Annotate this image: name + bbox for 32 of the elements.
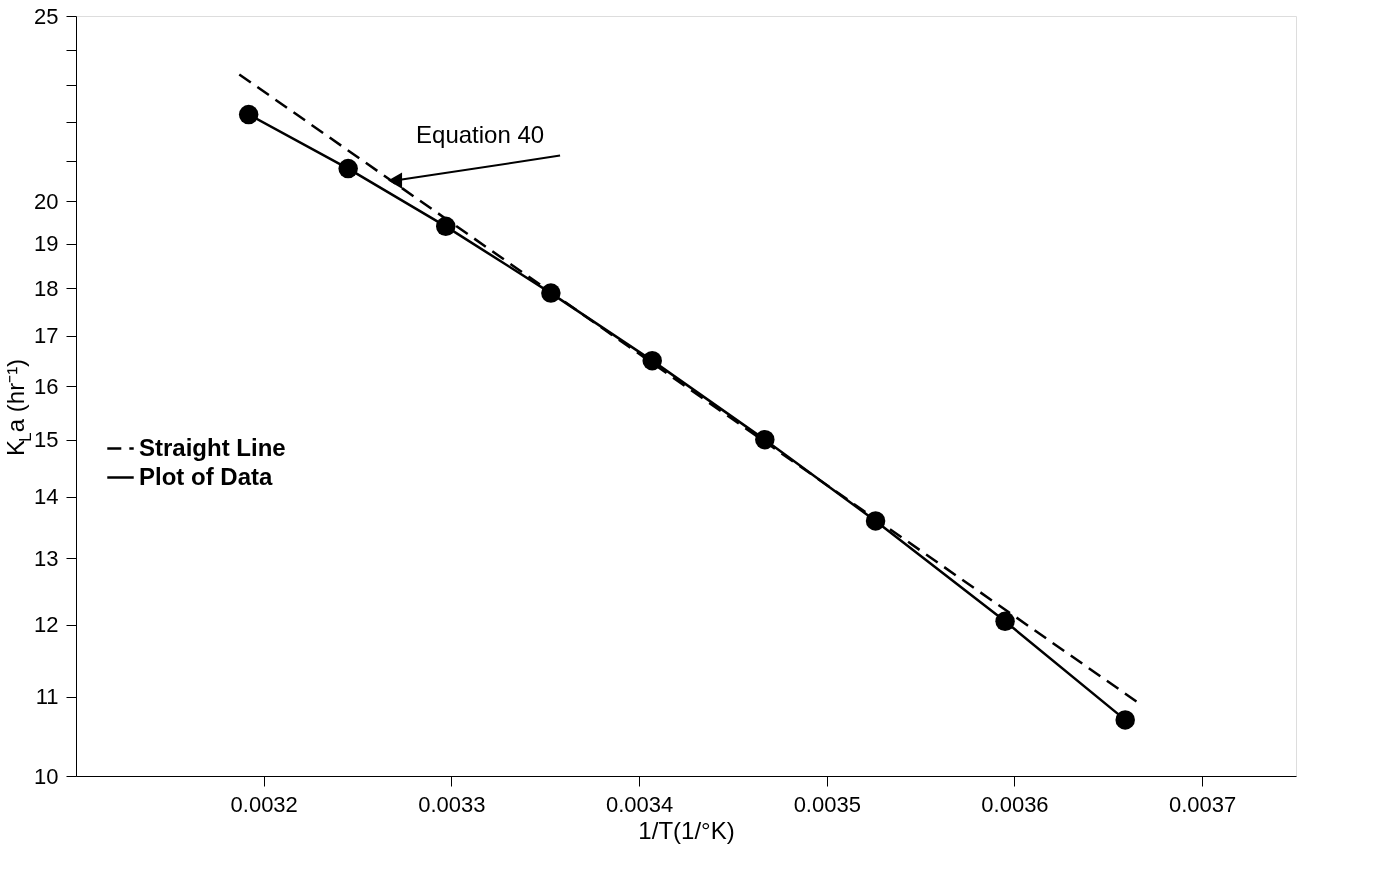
point bbox=[1115, 710, 1135, 730]
y-tick-label: 20 bbox=[34, 188, 59, 214]
y-tick-label: 12 bbox=[34, 612, 59, 638]
y-tick-label: 16 bbox=[34, 373, 59, 399]
legend-label: Straight Line bbox=[139, 433, 286, 461]
point bbox=[541, 283, 561, 303]
point bbox=[755, 429, 775, 450]
point bbox=[865, 511, 886, 531]
y-tick-label: 15 bbox=[34, 427, 59, 453]
x-tick-label: 0.0033 bbox=[418, 791, 486, 817]
y-tick-label: 14 bbox=[34, 484, 59, 510]
y-tick-label: 10 bbox=[34, 763, 59, 789]
x-tick-label: 0.0036 bbox=[981, 791, 1049, 817]
point bbox=[338, 158, 358, 179]
y-tick-label: 19 bbox=[34, 231, 59, 257]
y-tick-label: 18 bbox=[34, 275, 59, 301]
y-tick-label: 25 bbox=[34, 3, 59, 29]
point bbox=[436, 216, 456, 237]
y-tick-label: 11 bbox=[35, 684, 59, 710]
y-tick-label: 13 bbox=[34, 545, 59, 571]
legend-label: Plot of Data bbox=[139, 462, 273, 490]
annotation: Equation 40 bbox=[416, 120, 545, 148]
point bbox=[642, 350, 662, 371]
point bbox=[995, 611, 1015, 632]
y-axis-title: KLa (hr⁻¹) bbox=[2, 358, 35, 456]
x-tick-label: 0.0037 bbox=[1169, 791, 1237, 817]
y-tick-label: 17 bbox=[34, 323, 59, 349]
x-tick-label: 0.0034 bbox=[605, 791, 674, 817]
x-tick-label: 0.0032 bbox=[230, 791, 298, 817]
x-tick-label: 0.0035 bbox=[793, 791, 861, 817]
point bbox=[238, 104, 259, 125]
x-axis-title: 1/T(1/°K) bbox=[638, 816, 735, 844]
